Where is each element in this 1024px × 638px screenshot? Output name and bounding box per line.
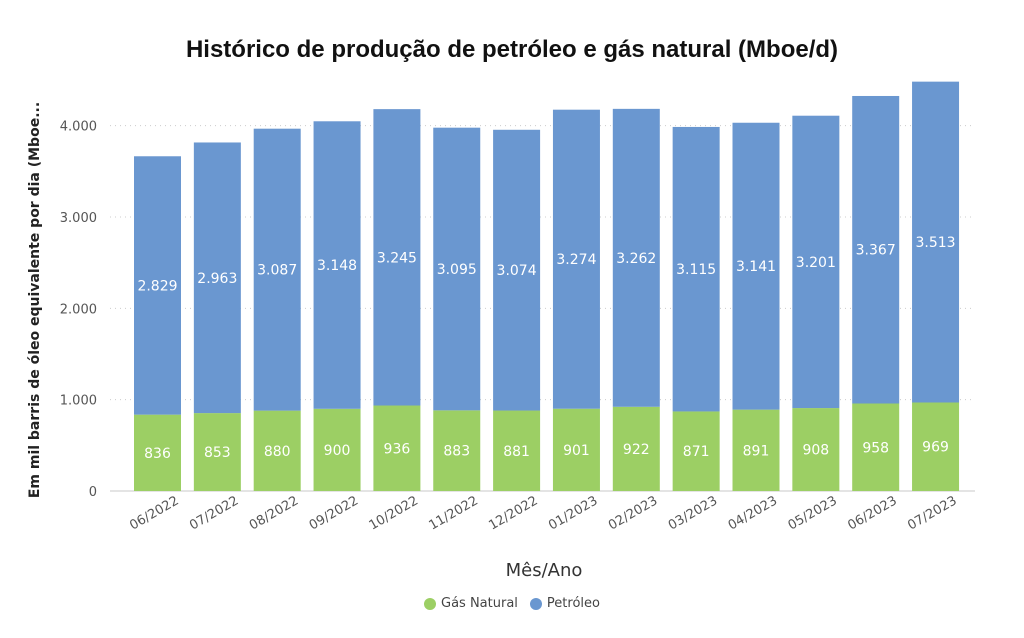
x-tick-label: 06/2022 [127,493,181,533]
data-label-gas-natural: 881 [503,444,530,460]
x-axis-title: Mês/Ano [505,560,583,581]
data-label-petroleo: 3.274 [556,252,596,268]
data-label-gas-natural: 880 [264,444,291,460]
data-label-gas-natural: 853 [204,445,231,461]
x-tick-label: 11/2022 [426,493,480,533]
bar-gas-natural [493,410,541,491]
data-label-gas-natural: 958 [862,440,889,456]
bar-gas-natural [852,403,900,491]
bar-petroleo [672,126,720,412]
bar-petroleo [373,109,421,406]
bar-petroleo [493,129,541,411]
data-label-petroleo: 3.148 [317,258,357,274]
legend-item-petroleo[interactable]: Petróleo [529,596,600,611]
data-label-gas-natural: 908 [802,443,829,459]
data-label-petroleo: 3.141 [736,259,776,275]
data-label-petroleo: 2.829 [137,278,177,294]
data-label-petroleo: 3.074 [497,263,537,279]
data-label-gas-natural: 969 [922,440,949,456]
legend-label-gas: Gás Natural [441,596,518,611]
x-tick-label: 10/2022 [367,493,421,533]
bar-petroleo [852,95,900,404]
x-tick-label: 07/2023 [905,493,959,533]
data-label-gas-natural: 936 [384,441,411,457]
bar-petroleo [313,121,361,409]
bar-gas-natural [732,409,780,491]
data-label-petroleo: 3.201 [796,255,836,271]
legend-label-petroleo: Petróleo [546,596,600,611]
y-tick-label: 4.000 [60,120,97,135]
data-label-petroleo: 3.245 [377,250,417,266]
bar-petroleo [732,122,780,410]
data-label-petroleo: 3.367 [856,243,896,259]
data-label-petroleo: 3.115 [676,262,716,278]
data-label-gas-natural: 901 [563,443,590,459]
y-tick-label: 0 [89,485,97,500]
y-tick-label: 1.000 [60,394,97,409]
bar-petroleo [193,142,241,414]
bar-gas-natural [373,405,421,491]
bar-petroleo [612,108,660,407]
bar-petroleo [134,156,181,415]
data-label-gas-natural: 891 [743,443,770,459]
bar-gas-natural [612,406,660,491]
bar-gas-natural [134,414,181,491]
x-tick-label: 06/2023 [845,493,899,533]
bar-gas-natural [912,402,960,491]
bar-petroleo [433,127,481,411]
legend-swatch-petroleo [529,597,542,610]
x-tick-label: 02/2023 [606,493,660,533]
y-tick-label: 3.000 [60,211,97,226]
x-tick-label: 01/2023 [546,493,600,533]
data-label-gas-natural: 883 [443,444,470,460]
bar-gas-natural [313,408,361,491]
bar-gas-natural [672,411,720,491]
x-tick-label: 08/2022 [247,493,301,533]
data-label-gas-natural: 871 [683,444,710,460]
x-tick-label: 07/2022 [187,493,241,533]
x-tick-label: 03/2023 [666,493,720,533]
x-tick-label: 09/2022 [307,493,361,533]
legend-swatch-gas [424,597,437,610]
x-tick-label: 12/2022 [486,493,540,533]
data-label-gas-natural: 922 [623,442,650,458]
x-tick-label: 05/2023 [786,493,840,533]
data-label-petroleo: 3.095 [437,262,477,278]
legend: Gás Natural Petróleo [0,596,1024,611]
data-label-petroleo: 2.963 [197,271,237,287]
bar-gas-natural [193,413,241,491]
bar-gas-natural [792,408,840,491]
legend-item-gas[interactable]: Gás Natural [424,596,518,611]
data-label-petroleo: 3.262 [616,251,656,267]
data-label-gas-natural: 900 [324,443,351,459]
bar-gas-natural [433,410,481,491]
data-label-petroleo: 3.087 [257,263,297,279]
x-tick-label: 04/2023 [726,493,780,533]
bar-gas-natural [253,410,301,491]
chart-title: Histórico de produção de petróleo e gás … [185,36,839,63]
data-label-petroleo: 3.513 [916,235,956,251]
bar-gas-natural [552,408,600,491]
bar-petroleo [792,115,840,409]
bar-petroleo [912,81,960,403]
y-tick-label: 2.000 [60,302,97,317]
bar-petroleo [253,128,301,411]
data-label-gas-natural: 836 [144,446,171,462]
bar-petroleo [552,109,600,409]
